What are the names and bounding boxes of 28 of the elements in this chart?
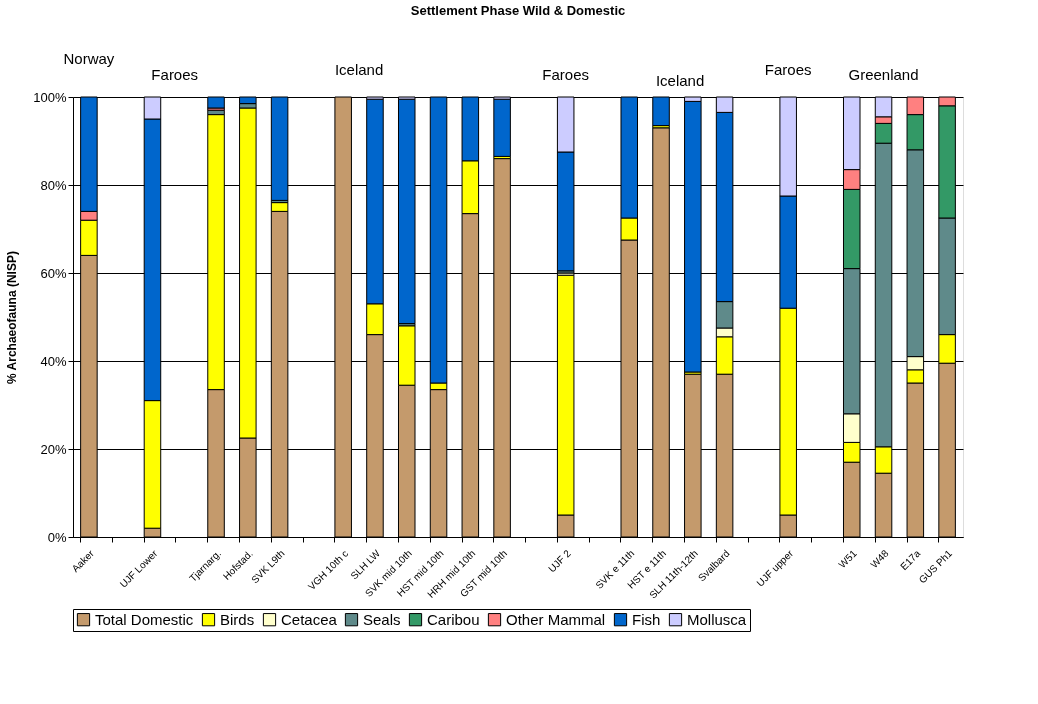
y-axis-title: % Archaeofauna (NISP) xyxy=(5,251,20,384)
y-tick-label: 100% xyxy=(33,89,67,105)
x-tick-label: W51 xyxy=(836,547,860,571)
legend-label: Mollusca xyxy=(687,610,747,628)
legend-label: Total Domestic xyxy=(95,610,194,628)
legend-label: Birds xyxy=(220,610,255,628)
legend-label: Caribou xyxy=(427,610,480,628)
legend-label: Seals xyxy=(363,610,401,628)
bar xyxy=(493,98,511,157)
chart-title: Settlement Phase Wild & Domestic xyxy=(410,3,626,18)
legend-label: Other Mammal xyxy=(506,610,606,628)
y-tick-label: 80% xyxy=(40,177,67,193)
y-tick-label: 60% xyxy=(40,265,67,281)
text: Greenland xyxy=(848,66,919,83)
x-tick-label: W48 xyxy=(868,547,891,571)
text: Faroes xyxy=(542,66,590,83)
legend-label: Fish xyxy=(632,610,661,628)
text: Iceland xyxy=(334,61,384,78)
legend-label: Cetacea xyxy=(281,610,338,628)
text: Iceland xyxy=(655,72,705,89)
y-tick-label: 20% xyxy=(40,441,67,457)
y-tick-label: 0% xyxy=(47,529,67,545)
x-tick-label: SLH LW xyxy=(348,547,383,582)
text: Faroes xyxy=(764,61,812,78)
text: Faroes xyxy=(151,66,199,83)
text: Norway xyxy=(63,50,115,67)
x-tick-label: UJF 2 xyxy=(546,547,574,575)
y-tick-label: 40% xyxy=(40,353,67,369)
